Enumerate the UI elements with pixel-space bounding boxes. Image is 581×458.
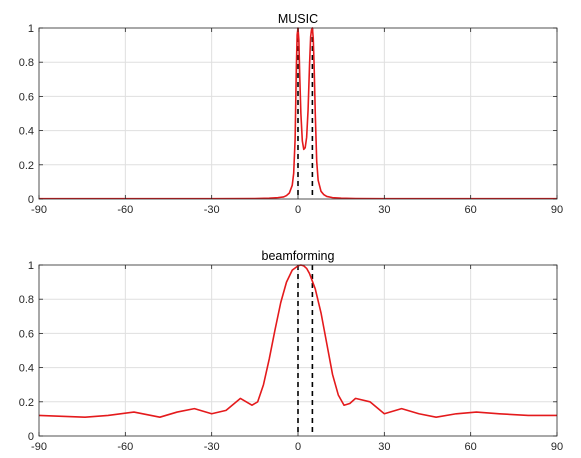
y-tick-label: 0.4 bbox=[19, 126, 34, 138]
y-tick-label: 0.2 bbox=[19, 397, 34, 409]
y-tick-label: 0 bbox=[28, 431, 34, 443]
y-tick-label: 0.8 bbox=[19, 294, 34, 306]
y-tick-label: 0.4 bbox=[19, 363, 34, 375]
y-tick-label: 0.6 bbox=[19, 328, 34, 340]
x-tick-label: 60 bbox=[465, 441, 477, 453]
y-tick-label: 0 bbox=[28, 194, 34, 206]
y-tick-label: 0.2 bbox=[19, 160, 34, 172]
x-tick-label: 30 bbox=[378, 204, 390, 216]
x-tick-label: -30 bbox=[204, 441, 220, 453]
y-tick-label: 1 bbox=[28, 260, 34, 272]
x-tick-label: -60 bbox=[117, 204, 133, 216]
y-tick-label: 0.6 bbox=[19, 91, 34, 103]
x-tick-label: -90 bbox=[31, 441, 47, 453]
x-tick-label: -90 bbox=[31, 204, 47, 216]
x-tick-label: -60 bbox=[117, 441, 133, 453]
series-line bbox=[39, 264, 557, 418]
y-tick-label: 0.8 bbox=[19, 57, 34, 69]
series-line bbox=[39, 27, 557, 199]
chart-title: MUSIC bbox=[278, 12, 318, 26]
x-tick-label: -30 bbox=[204, 204, 220, 216]
x-tick-label: 90 bbox=[551, 204, 563, 216]
x-tick-label: 90 bbox=[551, 441, 563, 453]
chart-title: beamforming bbox=[262, 249, 335, 263]
x-tick-label: 60 bbox=[465, 204, 477, 216]
x-tick-label: 30 bbox=[378, 441, 390, 453]
chart-panel-2: -90 -60 -30 0 30 60 90 0 0.2 0.4 0.6 0.8 1 beamformin… bbox=[19, 249, 563, 453]
x-tick-label: 0 bbox=[295, 441, 301, 453]
x-tick-label: 0 bbox=[295, 204, 301, 216]
y-tick-label: 1 bbox=[28, 23, 34, 35]
chart-panel-1: -90 -60 -30 0 30 60 90 0 0.2 0.4 0.6 0.8 1 MUSIC bbox=[19, 12, 563, 216]
